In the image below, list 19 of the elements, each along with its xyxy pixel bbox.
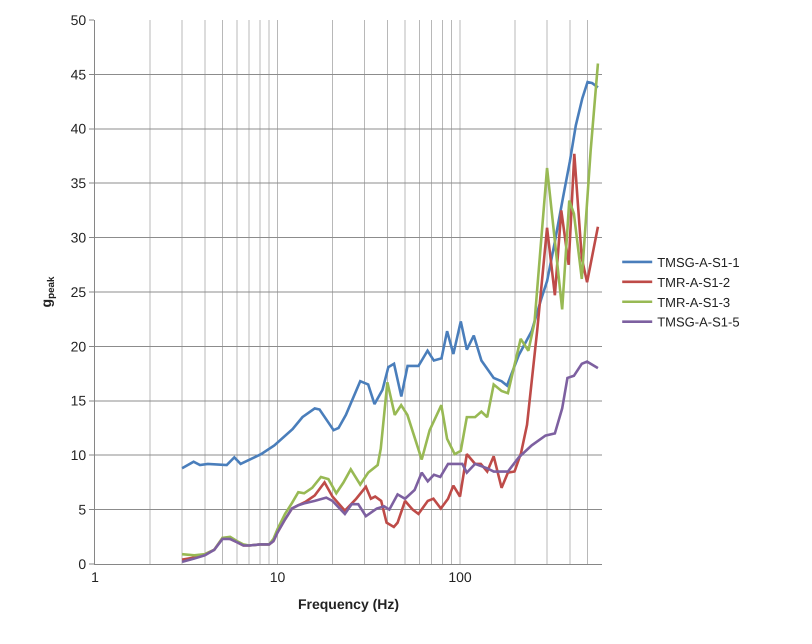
legend-label: TMSG-A-S1-1 [657,255,740,270]
legend-label: TMR-A-S1-3 [657,294,730,310]
y-tick-label: 40 [70,120,86,137]
y-tick-label: 5 [78,502,86,518]
y-tick-label: 10 [70,447,86,464]
y-tick-label: 20 [70,338,86,354]
x-tick-label: 10 [270,568,286,585]
y-tick-label: 50 [70,12,86,28]
y-tick-label: 25 [70,284,86,300]
x-tick-label: 100 [448,568,472,585]
legend-label: TMR-A-S1-2 [657,274,730,290]
y-tick-label: 30 [70,230,86,246]
x-tick-label: 1 [91,568,100,585]
x-axis-title: Frequency (Hz) [298,596,400,612]
y-tick-label: 45 [70,66,86,82]
y-tick-label: 15 [70,392,86,409]
y-tick-label: 35 [70,175,86,192]
legend-label: TMSG-A-S1-5 [657,314,740,330]
y-tick-label: 0 [78,556,86,572]
